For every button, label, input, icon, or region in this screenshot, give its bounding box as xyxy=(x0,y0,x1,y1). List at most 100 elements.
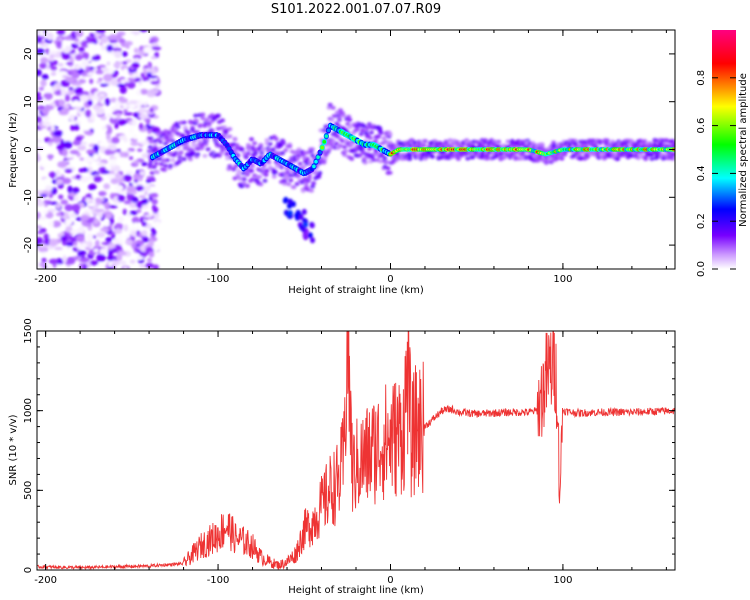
noise-cell xyxy=(136,255,144,261)
ridge-halo-cell xyxy=(354,127,360,132)
ridge-halo-cell xyxy=(347,117,353,122)
ridge-halo-cell xyxy=(330,138,336,143)
noise-cell xyxy=(129,210,138,216)
noise-cell xyxy=(86,209,93,213)
noise-cell xyxy=(51,220,62,228)
ridge-halo-cell xyxy=(246,147,252,152)
x-tick-label: -200 xyxy=(34,274,57,285)
noise-cell xyxy=(136,89,142,96)
noise-cell xyxy=(90,37,98,42)
ridge-halo-cell xyxy=(249,137,255,142)
noise-cell xyxy=(136,208,142,213)
noise-cell xyxy=(95,232,106,238)
noise-cell xyxy=(110,78,119,87)
ridge-halo-cell xyxy=(283,148,289,153)
noise-cell xyxy=(42,115,51,121)
noise-cell xyxy=(90,112,96,121)
ridge-halo-cell xyxy=(157,139,163,144)
ridge-halo-cell xyxy=(287,144,293,149)
ridge-halo-cell xyxy=(204,117,210,122)
ridge-halo-cell xyxy=(163,163,169,168)
noise-cell xyxy=(104,98,111,106)
ridge-halo-cell xyxy=(382,156,388,161)
ridge-halo-cell xyxy=(334,110,340,115)
noise-cell xyxy=(128,126,134,135)
ridge-halo-cell xyxy=(470,155,476,160)
noise-cell xyxy=(107,266,114,269)
noise-cell xyxy=(39,44,49,48)
noise-cell xyxy=(95,69,105,75)
noise-cell xyxy=(64,218,73,226)
noise-cell xyxy=(131,72,140,79)
ridge-halo-cell xyxy=(244,183,250,188)
noise-cell xyxy=(98,77,103,82)
snr-x-label: Height of straight line (km) xyxy=(288,585,424,596)
noise-cell xyxy=(117,216,124,223)
ridge-halo-cell xyxy=(509,140,515,145)
noise-cell xyxy=(57,62,64,67)
noise-cell xyxy=(100,115,107,121)
noise-cell xyxy=(68,114,75,122)
ridge-halo-cell xyxy=(249,168,255,173)
noise-cell xyxy=(72,140,82,146)
noise-cell xyxy=(37,225,42,229)
noise-cell xyxy=(138,195,147,199)
noise-cell xyxy=(109,158,117,166)
noise-cell xyxy=(64,104,70,109)
noise-cell xyxy=(73,124,80,131)
noise-cell xyxy=(45,185,53,192)
ridge-halo-cell xyxy=(604,138,610,143)
ridge-halo-cell xyxy=(245,151,251,156)
ridge-halo-cell xyxy=(272,169,278,174)
ridge-halo-cell xyxy=(376,134,382,139)
ridge-halo-cell xyxy=(343,149,349,154)
noise-cell xyxy=(75,234,85,243)
noise-cell xyxy=(37,69,42,77)
noise-cell xyxy=(100,227,109,232)
noise-cell xyxy=(81,72,88,77)
ridge-halo-cell xyxy=(492,139,498,144)
noise-cell xyxy=(104,149,113,156)
noise-cell xyxy=(134,37,140,43)
noise-cell xyxy=(139,30,148,33)
ridge-halo-cell xyxy=(455,156,461,161)
noise-cell xyxy=(51,85,57,93)
colorbar-tick-label: 0.8 xyxy=(696,70,707,86)
noise-cell xyxy=(99,248,108,255)
ridge-halo-cell xyxy=(301,164,307,169)
noise-cell xyxy=(58,194,64,200)
noise-cell xyxy=(104,202,111,210)
ridge-halo-cell xyxy=(252,141,258,146)
snr-y-ticks: 0 500 1000 1500 xyxy=(23,318,675,573)
ridge-halo-cell xyxy=(362,155,368,160)
ridge-halo-cell xyxy=(250,164,256,169)
ridge-core xyxy=(149,122,675,177)
noise-cell xyxy=(94,208,105,213)
secondary-feature-cell xyxy=(287,198,293,205)
noise-cell xyxy=(80,214,90,221)
y-tick-label: 20 xyxy=(23,48,34,61)
noise-cell xyxy=(139,113,148,120)
noise-cell xyxy=(140,141,150,145)
noise-cell xyxy=(85,65,90,74)
noise-cell xyxy=(116,254,123,262)
x-tick-label: 0 xyxy=(387,575,393,586)
secondary-feature-cell xyxy=(310,237,316,244)
ridge-halo-cell xyxy=(281,140,287,145)
noise-cell xyxy=(42,121,51,127)
noise-cell xyxy=(54,246,63,251)
noise-cell xyxy=(122,104,131,108)
noise-cell xyxy=(60,235,68,242)
noise-cell xyxy=(131,62,140,69)
noise-cell xyxy=(37,230,44,235)
ridge-halo-cell xyxy=(162,167,168,172)
ridge-halo-cell xyxy=(649,156,655,161)
noise-cell xyxy=(62,61,67,70)
noise-cell xyxy=(43,92,53,100)
ridge-halo-cell xyxy=(615,156,621,161)
ridge-halo-cell xyxy=(153,161,159,166)
noise-cell xyxy=(71,71,80,79)
ridge-halo-cell xyxy=(257,174,263,179)
noise-cell xyxy=(93,175,103,183)
noise-cell xyxy=(106,113,112,118)
